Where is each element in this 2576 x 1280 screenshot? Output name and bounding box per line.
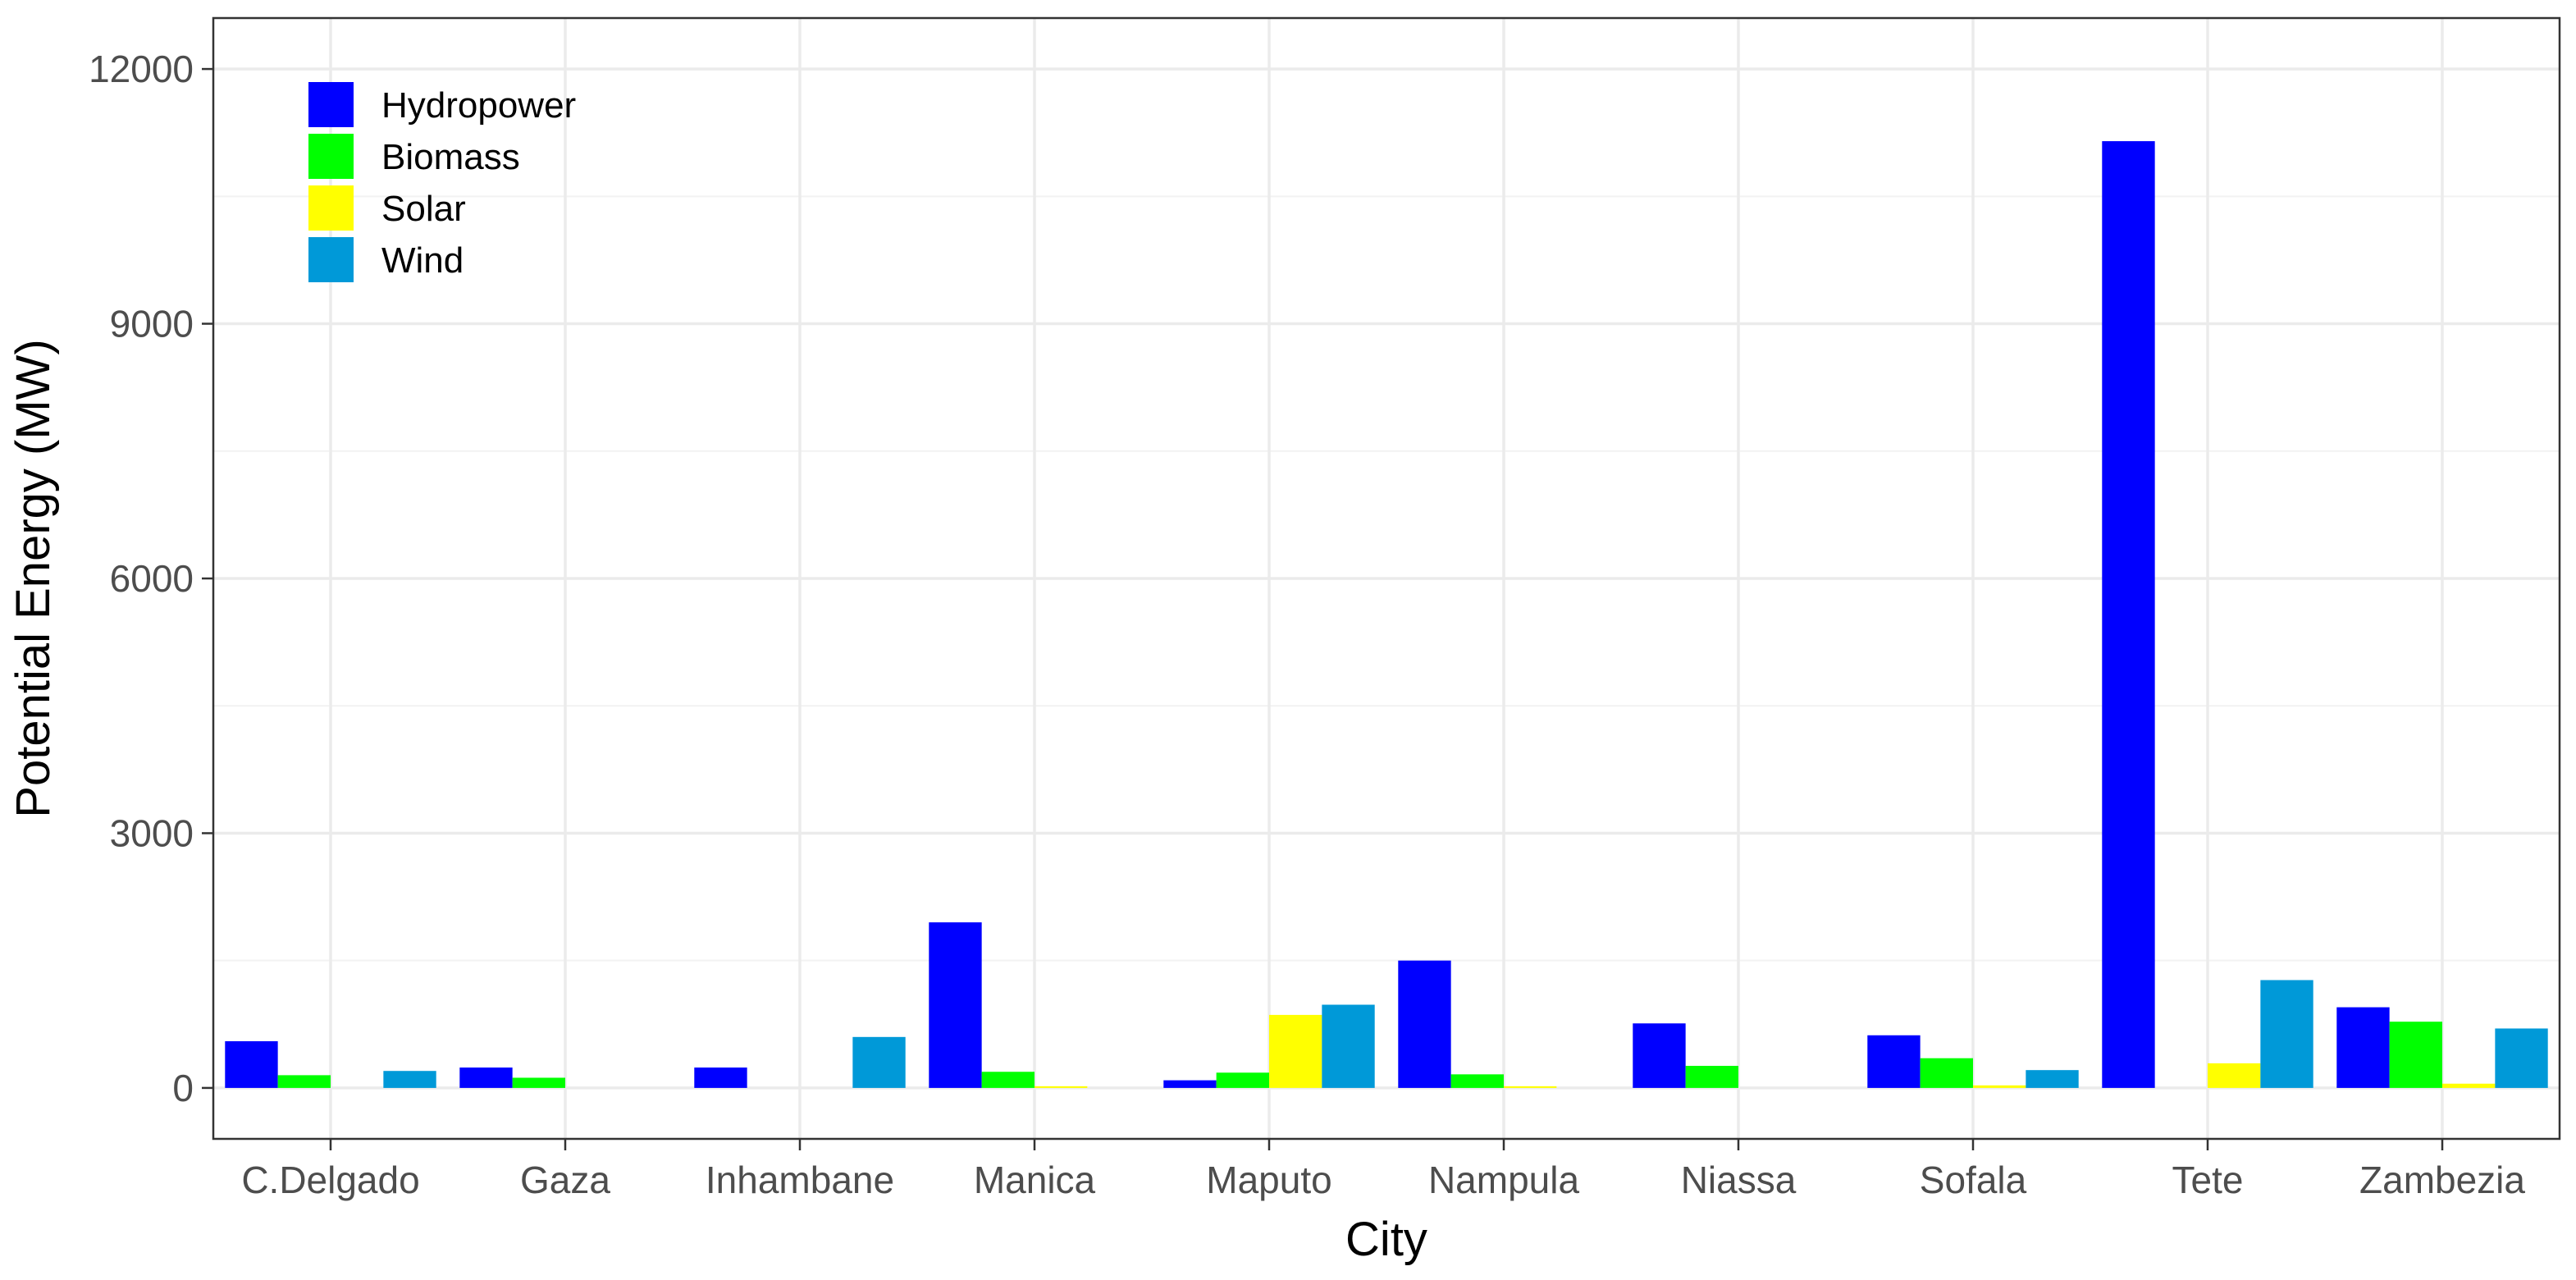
x-tick-label: Manica bbox=[974, 1159, 1096, 1201]
legend-label: Solar bbox=[381, 189, 466, 229]
legend: Hydropower Biomass Solar Wind bbox=[308, 82, 576, 282]
legend-label: Wind bbox=[381, 240, 464, 281]
bar bbox=[1633, 1023, 1686, 1088]
bar bbox=[852, 1036, 906, 1088]
bar bbox=[459, 1067, 513, 1088]
x-axis-title: City bbox=[1345, 1213, 1427, 1266]
x-tick-label: Sofala bbox=[1920, 1159, 2027, 1201]
bar bbox=[1398, 960, 1451, 1088]
bar bbox=[2495, 1028, 2548, 1088]
bar bbox=[2336, 1007, 2390, 1088]
legend-key bbox=[308, 82, 354, 127]
bar bbox=[1216, 1072, 1269, 1088]
bar bbox=[1685, 1066, 1738, 1088]
bar bbox=[512, 1077, 565, 1088]
bar bbox=[1163, 1080, 1217, 1088]
y-tick-label: 9000 bbox=[110, 303, 194, 345]
x-axis: C.Delgado Gaza Inhambane Manica Maputo Nampul… bbox=[241, 1139, 2525, 1201]
bar bbox=[2026, 1070, 2079, 1088]
y-tick-label: 0 bbox=[172, 1067, 194, 1109]
bar bbox=[277, 1075, 331, 1088]
legend-label: Hydropower bbox=[381, 85, 576, 126]
x-tick-label: Tete bbox=[2172, 1159, 2244, 1201]
legend-key bbox=[308, 237, 354, 282]
bar bbox=[2102, 141, 2155, 1088]
bar bbox=[1504, 1086, 1557, 1088]
bar bbox=[1867, 1035, 1921, 1088]
x-tick-label: C.Delgado bbox=[241, 1159, 419, 1201]
bar bbox=[694, 1067, 747, 1088]
bar bbox=[1920, 1058, 1973, 1088]
bar bbox=[2442, 1083, 2496, 1088]
x-tick-label: Gaza bbox=[520, 1159, 610, 1201]
x-tick-label: Niassa bbox=[1681, 1159, 1797, 1201]
x-tick-label: Maputo bbox=[1206, 1159, 1331, 1201]
y-tick-label: 6000 bbox=[110, 557, 194, 600]
bar bbox=[2260, 980, 2313, 1088]
bar bbox=[1450, 1074, 1504, 1088]
y-axis: 0 3000 6000 9000 12000 bbox=[89, 48, 213, 1109]
legend-label: Biomass bbox=[381, 137, 520, 177]
bar bbox=[1035, 1086, 1088, 1088]
bar bbox=[981, 1072, 1035, 1088]
x-tick-label: Inhambane bbox=[706, 1159, 894, 1201]
major-gridlines bbox=[213, 18, 2560, 1139]
x-tick-label: Zambezia bbox=[2359, 1159, 2525, 1201]
bar bbox=[1269, 1014, 1322, 1088]
bar bbox=[2208, 1063, 2261, 1088]
y-tick-label: 12000 bbox=[89, 48, 194, 90]
x-tick-label: Nampula bbox=[1428, 1159, 1580, 1201]
bar bbox=[929, 922, 982, 1088]
bar bbox=[2389, 1022, 2442, 1088]
y-axis-title: Potential Energy (MW) bbox=[7, 339, 60, 817]
y-tick-label: 3000 bbox=[110, 811, 194, 854]
bars bbox=[225, 141, 2548, 1088]
bar bbox=[383, 1071, 436, 1088]
minor-gridlines bbox=[213, 195, 2560, 962]
bar bbox=[1973, 1085, 2026, 1088]
legend-key bbox=[308, 134, 354, 179]
bar bbox=[1322, 1004, 1375, 1088]
bar bbox=[225, 1040, 278, 1088]
legend-key bbox=[308, 185, 354, 231]
